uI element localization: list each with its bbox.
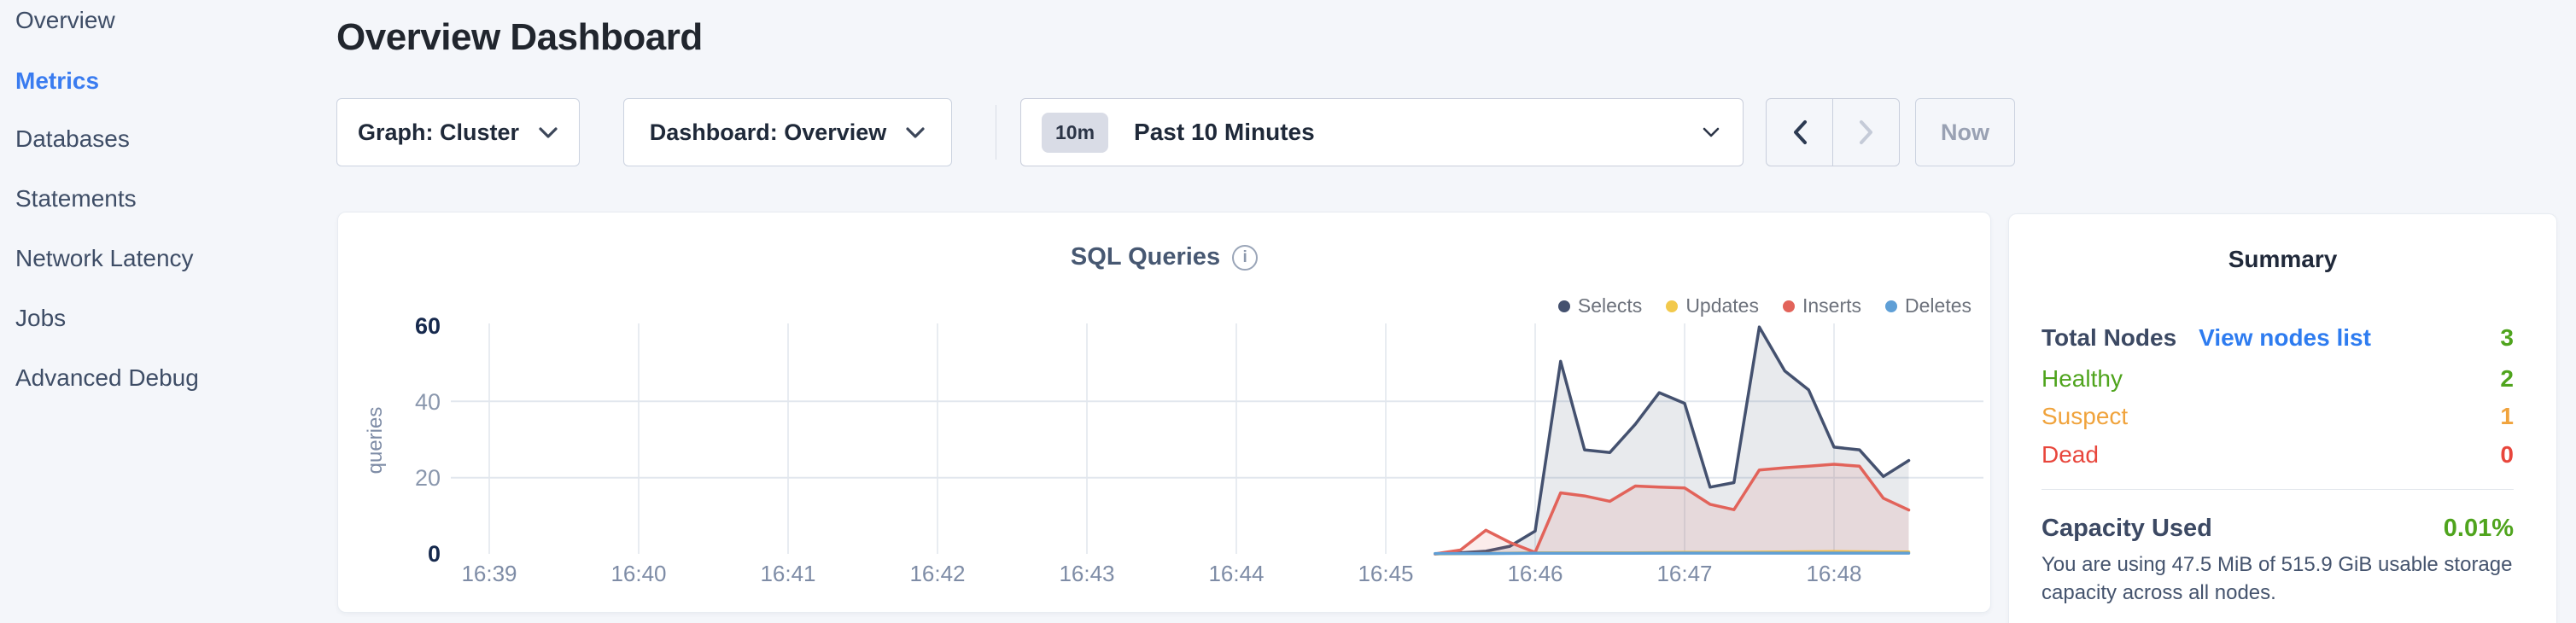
legend-dot-deletes <box>1885 300 1898 312</box>
sidebar-nav: Overview Metrics Databases Statements Networ… <box>0 0 324 623</box>
chart-title: SQL Queries <box>1070 243 1221 271</box>
time-back-button[interactable] <box>1767 99 1833 166</box>
dashboard-dropdown[interactable]: Dashboard: Overview <box>623 98 952 166</box>
node-status-row-healthy: Healthy 2 <box>2042 364 2514 394</box>
status-label-suspect: Suspect <box>2042 403 2129 429</box>
capacity-used-row: Capacity Used 0.01% <box>2042 513 2514 544</box>
legend-item-selects[interactable]: Selects <box>1557 294 1643 317</box>
legend-item-updates[interactable]: Updates <box>1666 294 1759 317</box>
y-tick-20: 20 <box>414 465 441 491</box>
legend-label: Updates <box>1685 294 1759 317</box>
total-nodes-row: Total Nodes View nodes list 3 <box>2042 323 2514 353</box>
status-value-dead: 0 <box>2500 441 2514 468</box>
legend-label: Selects <box>1577 294 1643 317</box>
legend-label: Inserts <box>1802 294 1862 317</box>
summary-panel: Summary Total Nodes View nodes list 3 He… <box>2008 213 2557 623</box>
x-tick-16-40: 16:40 <box>610 561 667 586</box>
legend-item-deletes[interactable]: Deletes <box>1885 294 1971 317</box>
x-tick-16-44: 16:44 <box>1208 561 1265 586</box>
sql-queries-plot[interactable] <box>449 319 1986 562</box>
graph-dropdown[interactable]: Graph: Cluster <box>336 98 580 166</box>
legend-dot-updates <box>1666 300 1679 312</box>
info-icon[interactable]: i <box>1232 244 1259 271</box>
graph-dropdown-label: Graph: Cluster <box>357 119 520 145</box>
sidebar-item-network-latency[interactable]: Network Latency <box>15 245 194 271</box>
x-tick-16-47: 16:47 <box>1656 561 1713 586</box>
now-button-label: Now <box>1941 119 1989 145</box>
sidebar-item-jobs[interactable]: Jobs <box>15 305 67 331</box>
chevron-left-icon <box>1793 120 1807 144</box>
chevron-right-icon <box>1859 120 1872 144</box>
total-nodes-value: 3 <box>2500 324 2514 351</box>
time-range-selector[interactable]: 10m Past 10 Minutes <box>1020 98 1744 166</box>
capacity-used-value: 0.01% <box>2443 515 2514 542</box>
status-label-dead: Dead <box>2042 441 2099 468</box>
legend-item-inserts[interactable]: Inserts <box>1782 294 1862 317</box>
x-tick-16-43: 16:43 <box>1059 561 1115 586</box>
legend-dot-inserts <box>1782 300 1795 312</box>
chart-legend: Selects Updates Inserts Deletes <box>1557 294 1971 317</box>
chevron-down-icon <box>539 126 558 138</box>
x-tick-16-39: 16:39 <box>461 561 517 586</box>
summary-title: Summary <box>2228 246 2338 272</box>
y-tick-60: 60 <box>414 313 441 339</box>
sidebar-item-metrics[interactable]: Metrics <box>15 67 100 94</box>
x-tick-16-46: 16:46 <box>1507 561 1563 586</box>
sidebar-item-databases[interactable]: Databases <box>15 125 130 152</box>
status-value-healthy: 2 <box>2500 365 2514 392</box>
time-range-badge: 10m <box>1042 112 1109 153</box>
summary-divider <box>2042 489 2514 490</box>
sidebar-item-overview[interactable]: Overview <box>15 7 115 33</box>
dashboard-dropdown-label: Dashboard: Overview <box>649 119 887 145</box>
sql-queries-chart-card: SQL Queries i Selects Updates Inserts Delet… <box>337 212 1991 613</box>
sidebar-item-advanced-debug[interactable]: Advanced Debug <box>15 364 199 391</box>
time-range-label: Past 10 Minutes <box>1134 119 1315 145</box>
status-label-healthy: Healthy <box>2042 365 2123 392</box>
time-range-arrows <box>1766 98 1900 166</box>
total-nodes-label: Total Nodes <box>2042 324 2177 351</box>
time-forward-button[interactable] <box>1833 99 1899 166</box>
capacity-used-label: Capacity Used <box>2042 515 2212 542</box>
chevron-down-icon <box>1702 126 1720 138</box>
node-status-row-suspect: Suspect 1 <box>2042 401 2514 432</box>
legend-dot-selects <box>1557 300 1570 312</box>
legend-label: Deletes <box>1905 294 1971 317</box>
node-status-row-dead: Dead 0 <box>2042 440 2514 470</box>
x-tick-16-42: 16:42 <box>909 561 966 586</box>
y-tick-0: 0 <box>427 541 441 567</box>
y-tick-40: 40 <box>414 389 441 415</box>
x-tick-16-48: 16:48 <box>1806 561 1862 586</box>
capacity-note: You are using 47.5 MiB of 515.9 GiB usab… <box>2042 553 2513 604</box>
x-tick-16-41: 16:41 <box>760 561 816 586</box>
status-value-suspect: 1 <box>2500 403 2514 429</box>
chevron-down-icon <box>906 126 925 138</box>
x-tick-16-45: 16:45 <box>1358 561 1414 586</box>
sidebar-item-statements[interactable]: Statements <box>15 185 137 212</box>
view-nodes-list-link[interactable]: View nodes list <box>2199 324 2371 351</box>
now-button[interactable]: Now <box>1915 98 2015 166</box>
page-title: Overview Dashboard <box>336 16 703 58</box>
